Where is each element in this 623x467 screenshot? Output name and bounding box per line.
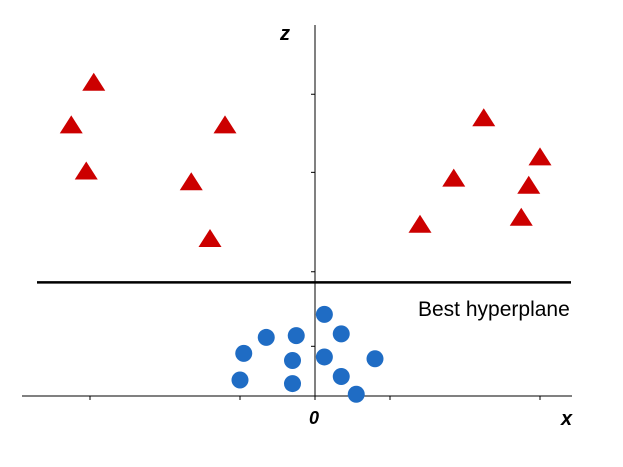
triangle-point — [442, 168, 466, 187]
triangle-point — [82, 72, 106, 91]
triangle-point — [74, 161, 98, 180]
circle-point — [332, 325, 350, 343]
circle-point — [284, 375, 301, 393]
circle-point — [257, 328, 275, 346]
circle-point — [231, 371, 249, 389]
triangle-point — [528, 147, 552, 166]
triangle-point — [179, 172, 203, 191]
origin-label: 0 — [309, 408, 319, 428]
triangle-point — [213, 115, 237, 134]
data-points — [59, 72, 552, 403]
triangle-point — [509, 207, 533, 226]
hyperplane-annotation: Best hyperplane — [418, 298, 570, 321]
circle-point — [235, 344, 253, 362]
triangle-point — [198, 229, 222, 247]
triangle-point — [408, 214, 432, 233]
circle-point — [315, 305, 333, 323]
z-axis-label: z — [279, 23, 290, 45]
triangle-point — [472, 108, 496, 127]
triangle-point — [517, 175, 541, 194]
circle-point — [287, 327, 305, 345]
circle-point — [315, 348, 333, 366]
axes — [22, 25, 572, 400]
x-axis-label: x — [560, 408, 573, 430]
circle-point — [347, 385, 365, 403]
triangle-point — [59, 115, 83, 134]
axis-ticks — [89, 93, 541, 400]
circle-point — [332, 367, 350, 385]
circle-point — [366, 350, 384, 368]
circle-point — [284, 352, 301, 369]
